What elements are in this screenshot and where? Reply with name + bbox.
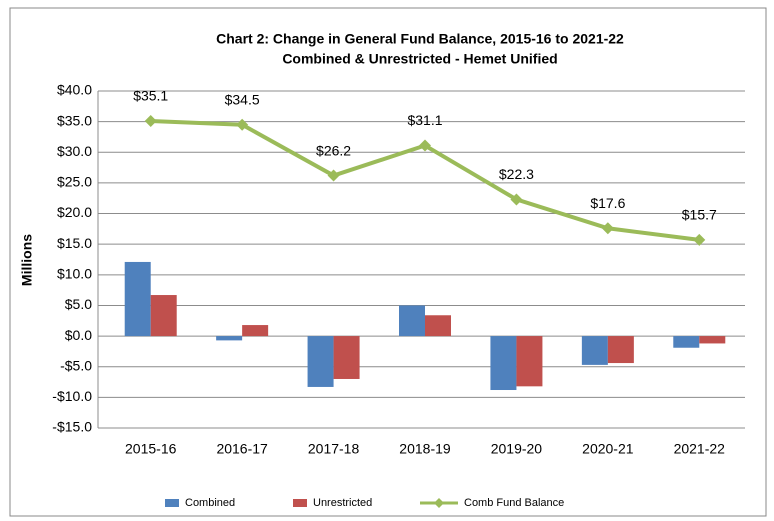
bar <box>425 315 451 337</box>
bar <box>216 336 243 341</box>
y-tick-label: $30.0 <box>57 143 92 159</box>
y-tick-label: $10.0 <box>57 266 92 282</box>
bar <box>333 336 360 379</box>
marker <box>327 169 340 182</box>
bar <box>673 336 700 348</box>
bar <box>607 336 634 364</box>
marker <box>144 115 157 128</box>
y-tick-label: $25.0 <box>57 174 92 190</box>
marker <box>693 233 706 246</box>
y-tick-label: -$15.0 <box>52 419 92 435</box>
x-tick-label: 2020-21 <box>582 441 634 457</box>
marker <box>419 139 431 152</box>
x-tick-label: 2019-20 <box>491 441 543 457</box>
y-tick-label: $40.0 <box>57 82 92 98</box>
y-tick-label: $5.0 <box>65 296 92 312</box>
chart-title: Chart 2: Change in General Fund Balance,… <box>216 31 624 47</box>
bar <box>399 305 425 337</box>
marker <box>236 118 249 131</box>
y-axis-label: Millions <box>19 234 35 286</box>
bar <box>124 261 151 337</box>
x-tick-label: 2016-17 <box>216 441 268 457</box>
legend-label: Comb Fund Balance <box>464 497 564 509</box>
marker <box>601 222 614 235</box>
y-tick-label: $15.0 <box>57 235 92 251</box>
bar <box>699 336 726 344</box>
data-label: $34.5 <box>225 91 260 107</box>
legend-label: Combined <box>185 497 235 509</box>
data-label: $22.3 <box>499 166 534 182</box>
marker <box>510 193 523 206</box>
legend-swatch <box>165 499 179 507</box>
x-tick-label: 2021-22 <box>674 441 726 457</box>
x-tick-label: 2017-18 <box>308 441 360 457</box>
y-tick-label: -$5.0 <box>60 357 92 373</box>
x-tick-label: 2018-19 <box>399 441 451 457</box>
y-tick-label: -$10.0 <box>52 388 92 404</box>
bar <box>150 295 177 337</box>
chart-frame <box>9 7 767 517</box>
bar <box>307 336 334 387</box>
legend-swatch <box>293 499 307 507</box>
data-label: $31.1 <box>407 112 442 128</box>
data-label: $35.1 <box>133 88 168 104</box>
data-label: $15.7 <box>682 207 717 223</box>
y-tick-label: $0.0 <box>65 327 92 343</box>
bar <box>490 336 517 391</box>
y-tick-label: $35.0 <box>57 112 92 128</box>
chart-subtitle: Combined & Unrestricted - Hemet Unified <box>282 51 557 67</box>
legend-swatch <box>434 498 444 508</box>
x-tick-label: 2015-16 <box>125 441 177 457</box>
bar <box>581 336 608 365</box>
bar <box>242 325 269 337</box>
bar <box>516 336 543 387</box>
legend-label: Unrestricted <box>313 497 372 509</box>
data-label: $26.2 <box>316 142 351 158</box>
y-tick-label: $20.0 <box>57 204 92 220</box>
data-label: $17.6 <box>590 195 625 211</box>
